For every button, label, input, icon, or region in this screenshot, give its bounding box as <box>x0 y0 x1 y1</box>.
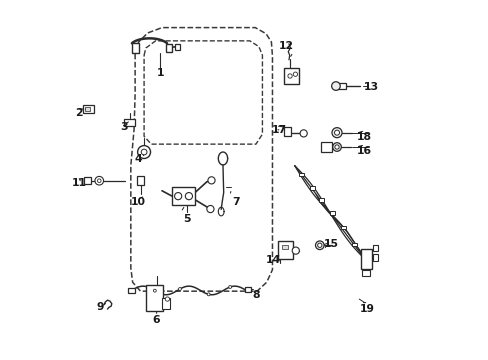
Bar <box>244 287 251 292</box>
Circle shape <box>206 206 214 213</box>
Bar <box>329 211 334 215</box>
Circle shape <box>207 293 210 296</box>
Text: 7: 7 <box>232 197 240 207</box>
Bar <box>360 249 371 269</box>
Text: 19: 19 <box>359 304 374 314</box>
Circle shape <box>317 243 321 247</box>
Bar <box>131 43 139 53</box>
Text: 17: 17 <box>271 125 286 135</box>
Bar <box>175 44 180 50</box>
Bar <box>284 68 299 84</box>
Circle shape <box>97 179 101 183</box>
Text: 2: 2 <box>75 108 82 118</box>
Bar <box>278 241 293 258</box>
Circle shape <box>141 149 147 155</box>
Circle shape <box>165 297 169 301</box>
Circle shape <box>293 72 297 76</box>
Bar <box>145 285 163 311</box>
Text: 12: 12 <box>279 41 294 50</box>
Bar <box>309 186 314 190</box>
Bar <box>352 243 357 246</box>
Text: 15: 15 <box>323 239 338 249</box>
Text: 11: 11 <box>72 177 86 188</box>
Bar <box>362 270 369 276</box>
Circle shape <box>292 247 299 254</box>
Bar <box>340 226 345 229</box>
Text: 4: 4 <box>135 154 142 164</box>
Text: 1: 1 <box>156 68 163 78</box>
Bar <box>83 177 91 184</box>
Text: 14: 14 <box>265 255 280 265</box>
Text: 6: 6 <box>153 315 160 325</box>
Circle shape <box>137 145 150 158</box>
Text: 13: 13 <box>364 82 379 92</box>
Circle shape <box>332 143 341 151</box>
Bar <box>281 245 287 249</box>
Bar <box>299 173 304 176</box>
Text: 10: 10 <box>131 197 146 207</box>
Bar <box>124 119 135 126</box>
Circle shape <box>300 130 306 137</box>
Text: 16: 16 <box>356 146 371 156</box>
Bar <box>85 107 90 111</box>
Bar <box>320 141 331 152</box>
Circle shape <box>287 74 292 78</box>
Circle shape <box>174 193 182 200</box>
Bar <box>319 198 324 202</box>
Bar <box>372 245 377 251</box>
Text: 18: 18 <box>356 132 371 142</box>
Text: 3: 3 <box>121 122 128 132</box>
Bar <box>162 298 170 309</box>
Text: 9: 9 <box>97 302 104 312</box>
Text: 5: 5 <box>183 214 190 224</box>
Circle shape <box>334 130 339 135</box>
Circle shape <box>207 177 215 184</box>
Bar <box>372 253 377 261</box>
Bar <box>283 127 291 136</box>
Bar <box>336 83 345 89</box>
Bar <box>171 187 195 205</box>
Bar <box>83 105 94 113</box>
Circle shape <box>185 193 192 200</box>
Bar <box>128 288 135 293</box>
Bar <box>137 176 143 185</box>
Circle shape <box>178 288 181 291</box>
Circle shape <box>334 145 339 149</box>
Circle shape <box>153 289 156 292</box>
Circle shape <box>331 128 341 138</box>
Bar <box>165 44 172 52</box>
Circle shape <box>228 285 231 288</box>
Circle shape <box>331 82 340 90</box>
Circle shape <box>95 176 103 185</box>
Text: 8: 8 <box>252 291 259 301</box>
Circle shape <box>315 241 324 249</box>
